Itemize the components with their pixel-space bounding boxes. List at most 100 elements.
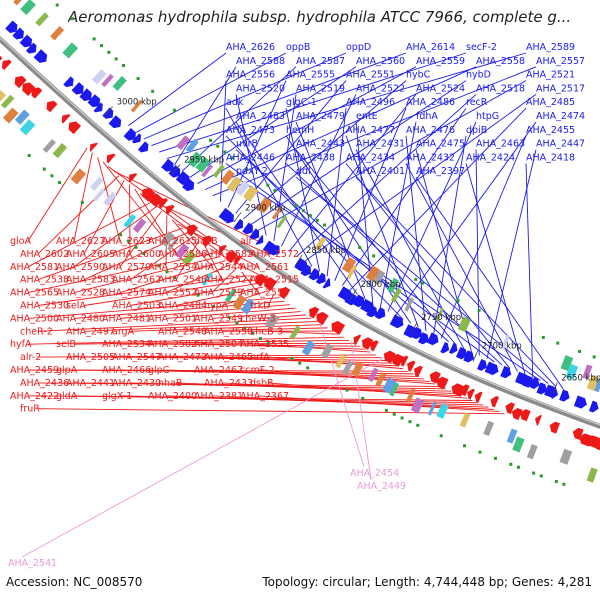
leader-line <box>379 121 417 308</box>
gc-mark <box>209 138 213 142</box>
forward-gene-label: AHA_2588 <box>236 56 285 67</box>
forward-cds-arrow <box>294 257 308 272</box>
forward-gene-label: AHA_2446 <box>226 152 275 163</box>
leader-line <box>175 327 328 332</box>
forward-gene-label: AHA_2614 <box>406 42 455 53</box>
forward-cds-arrow <box>426 332 439 346</box>
reverse-gene-label: AHA_2586 <box>158 249 207 260</box>
leader-line <box>257 369 436 385</box>
forward-cds-arrow <box>255 235 264 245</box>
reverse-gene-label: AHA_2430 <box>112 378 161 389</box>
feature-bar-inner <box>103 191 117 207</box>
gc-mark <box>408 420 412 424</box>
reverse-cds-arrow <box>331 320 346 335</box>
reverse-gene-label: AHA_2547 <box>112 352 161 363</box>
reverse-gene-label: AHA_2480 <box>56 313 105 324</box>
feature-bar-outer <box>220 169 235 185</box>
leader-line <box>145 197 269 255</box>
forward-cds-arrow <box>374 307 386 320</box>
reverse-gene-label: AHA_2381 <box>194 391 243 402</box>
forward-cds-arrow <box>233 218 243 230</box>
forward-gene-label: AHA_2431 <box>356 139 405 150</box>
gc-mark <box>157 264 161 268</box>
leader-line <box>296 94 477 257</box>
reverse-cds-arrow <box>594 438 600 451</box>
forward-gene-label: oppB <box>286 42 310 53</box>
feature-bar-outer <box>276 215 288 229</box>
feature-bar-inner <box>389 382 400 397</box>
leader-line <box>83 321 317 332</box>
forward-cds-arrow <box>536 382 548 395</box>
feature-bar-inner <box>52 143 68 159</box>
leader-line <box>27 201 152 268</box>
reverse-cds-arrow <box>14 75 27 89</box>
reverse-gene-label: AHA_2538 <box>20 275 69 286</box>
gc-mark <box>298 361 302 365</box>
feature-bar-inner <box>0 90 7 106</box>
reverse-gene-label: AHA_2502 <box>148 339 197 350</box>
forward-gene-label: AHA_2485 <box>526 97 575 108</box>
reverse-gene-label: AHA_2534 <box>102 339 151 350</box>
feature-bar-outer <box>560 355 574 372</box>
feature-bar-inner <box>382 377 397 395</box>
forward-cds-arrow <box>5 20 18 34</box>
genome-stats-text: Topology: circular; Length: 4,744,448 bp… <box>262 575 592 589</box>
reverse-gene-label: AHA_2530 <box>20 301 69 312</box>
gc-mark <box>55 3 59 7</box>
leader-line <box>415 176 564 390</box>
forward-cds-arrow <box>161 158 174 172</box>
leader-line <box>241 271 259 293</box>
reverse-gene-label: selA <box>66 301 86 312</box>
reverse-cds-arrow <box>400 355 409 367</box>
forward-gene-label: adk <box>226 97 244 108</box>
forward-gene-label: AHA_2555 <box>286 70 335 81</box>
feature-bar-outer <box>390 287 402 303</box>
forward-cds-arrow <box>411 326 423 340</box>
gc-mark <box>416 423 420 427</box>
feature-bar-inner <box>181 250 197 266</box>
forward-gene-label: AHA_2483 <box>236 111 285 122</box>
gc-mark <box>42 167 46 171</box>
reverse-gene-label: glgX-1 <box>102 391 132 402</box>
reverse-cds-arrow <box>68 121 82 135</box>
gc-mark <box>92 37 96 41</box>
leader-line <box>235 176 541 381</box>
gc-mark <box>315 218 319 222</box>
map-title: Aeromonas hydrophila subsp. hydrophila A… <box>68 8 572 26</box>
reverse-gene-label: AHA_2544 <box>194 262 243 273</box>
reverse-gene-label: AHA_2561 <box>240 262 289 273</box>
reverse-gene-label: AHA_2367 <box>240 391 289 402</box>
reverse-cds-arrow <box>61 114 71 124</box>
gc-mark <box>151 89 155 93</box>
gc-mark <box>136 76 140 80</box>
forward-gene-label: AHA_2589 <box>526 42 575 53</box>
leader-line <box>267 293 275 306</box>
reverse-cds-arrow <box>511 407 523 421</box>
feature-bar-outer <box>404 297 415 312</box>
gc-mark <box>142 252 146 256</box>
reverse-gene-label: AHA_2535 <box>240 339 289 350</box>
gc-mark <box>27 154 31 158</box>
pseudogene-label: AHA_2454 <box>350 468 399 479</box>
reverse-cds-arrow <box>429 371 441 384</box>
feature-bar-outer <box>187 151 203 168</box>
leader-line <box>113 170 259 242</box>
forward-cds-arrow <box>477 358 488 371</box>
reverse-cds-arrow <box>89 142 98 152</box>
feature-bar-inner <box>90 176 104 191</box>
forward-cds-arrow <box>242 222 253 235</box>
gc-mark <box>57 181 61 185</box>
gc-mark <box>266 183 270 187</box>
reverse-cds-arrow <box>264 277 278 291</box>
feature-bar-inner <box>410 397 425 414</box>
feature-bar-inner <box>14 109 30 125</box>
reverse-cds-arrow <box>467 388 475 400</box>
feature-bar-outer <box>20 0 36 16</box>
reverse-gene-label: AHA_2472 <box>158 352 207 363</box>
gc-mark <box>392 412 396 416</box>
reverse-cds-arrow <box>31 87 43 99</box>
reverse-cds-arrow <box>279 286 291 300</box>
forward-gene-label: AHA_2479 <box>296 111 345 122</box>
forward-gene-label: AHA_2474 <box>536 111 585 122</box>
gc-mark <box>554 480 558 484</box>
